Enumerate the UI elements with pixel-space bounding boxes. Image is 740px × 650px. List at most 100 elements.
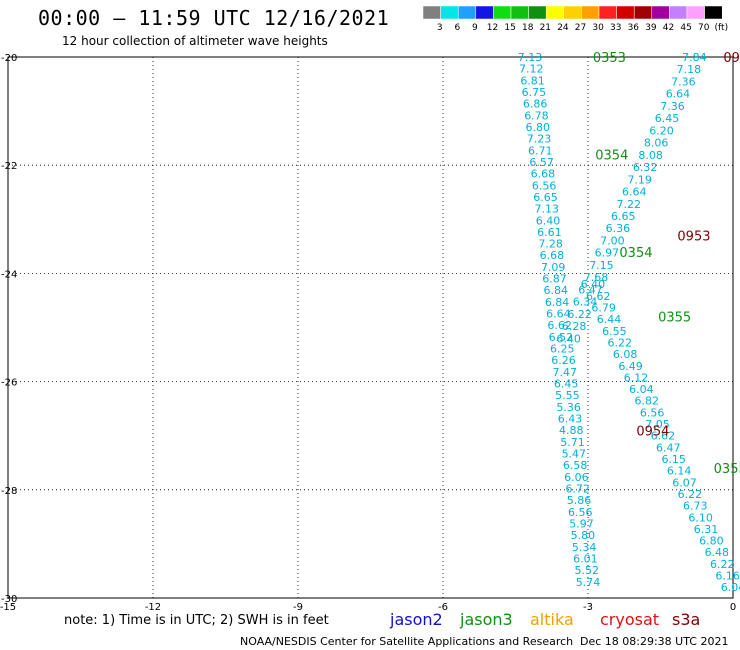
y-tick-label: -22: [1, 161, 17, 172]
swh-value: 6.12: [624, 371, 649, 384]
swh-value: 6.62: [547, 319, 572, 332]
swh-value: 5.80: [571, 529, 596, 542]
swh-value: 6.68: [531, 168, 556, 181]
swh-value: 5.47: [562, 447, 587, 460]
page-title: 00:00 – 11:59 UTC 12/16/2021: [38, 6, 390, 30]
swh-value: 7.19: [627, 173, 652, 186]
swh-value: 6.79: [591, 302, 616, 315]
pass-time-label: 0354: [595, 148, 628, 163]
swh-value: 6.34: [573, 296, 598, 309]
scale-label: 21: [540, 23, 551, 33]
legend-altika: altika: [530, 610, 574, 629]
swh-value: 6.08: [613, 348, 638, 361]
swh-value: 6.49: [618, 360, 643, 373]
color-scale-legend: 3 6 9 12 15 18 21 24 27 30 33 36 39 42 45 70 (ft): [422, 5, 729, 33]
swh-value: 6.87: [542, 273, 567, 286]
swh-value: 6.48: [705, 546, 730, 559]
swh-value: 6.71: [528, 144, 553, 157]
swh-value: 6.22: [710, 558, 735, 571]
scale-label: 9: [472, 23, 478, 33]
swh-value: 7.13: [518, 51, 543, 64]
pass-time-label: 0953: [677, 230, 710, 245]
x-tick-label: -3: [583, 602, 593, 613]
pass-time-label: 0953: [723, 51, 740, 66]
legend-s3a: s3a: [672, 610, 701, 629]
swh-value: 6.04: [629, 383, 654, 396]
x-tick-label: -6: [438, 602, 448, 613]
swh-value: 6.73: [683, 500, 708, 513]
scale-label: 39: [645, 23, 657, 33]
swh-value: 6.22: [608, 336, 633, 349]
swh-value: 6.52: [549, 331, 574, 344]
swh-value: 6.43: [558, 413, 583, 426]
swh-value: 6.80: [699, 535, 724, 548]
swh-value: 6.55: [602, 325, 627, 338]
swh-value: 6.64: [666, 88, 691, 101]
swh-value: 7.18: [677, 63, 702, 76]
swh-value: 6.32: [633, 161, 658, 174]
swh-value: 6.84: [545, 296, 570, 309]
legend-jason3: jason3: [460, 610, 513, 629]
plot-frame: [7, 56, 734, 599]
swh-value: 7.09: [541, 261, 566, 274]
swh-value: 6.47: [578, 283, 603, 296]
pass-time-label: 0954: [636, 424, 669, 439]
swh-value: 6.25: [550, 343, 575, 356]
swh-value: 6.56: [640, 406, 665, 419]
swh-value: 8.06: [644, 137, 669, 150]
swh-value: 6.22: [678, 488, 703, 501]
footer-note: note: 1) Time is in UTC; 2) SWH is in fe…: [64, 613, 329, 628]
scale-label: 3: [437, 23, 443, 33]
swh-value: 7.05: [645, 418, 670, 431]
swh-value: 6.40: [536, 214, 561, 227]
swh-value: 7.12: [519, 63, 544, 76]
swh-value: 6.64: [622, 186, 647, 199]
swh-value: 6.58: [563, 459, 588, 472]
swh-value: 6.84: [544, 284, 569, 297]
swh-value: 6.64: [546, 308, 571, 321]
legend-cryosat: cryosat: [600, 610, 660, 629]
swh-value: 6.01: [573, 552, 598, 565]
swh-value: 6.28: [562, 320, 587, 333]
y-tick-label: -20: [1, 53, 17, 64]
swh-value: 6.40: [581, 278, 606, 291]
pass-time-label: 0355: [714, 462, 740, 477]
swh-value: 6.68: [540, 249, 565, 262]
swh-value: 5.52: [574, 564, 599, 577]
page-subtitle: 12 hour collection of altimeter wave hei…: [62, 34, 328, 48]
scale-label: 27: [575, 23, 586, 33]
swh-value: 7.68: [584, 271, 609, 284]
x-tick-label: -12: [145, 602, 161, 613]
swh-value: 5.36: [556, 401, 581, 414]
scale-label: 18: [522, 23, 534, 33]
swh-value: 6.62: [586, 290, 611, 303]
scale-label: 6: [454, 23, 460, 33]
scale-swatch: [704, 5, 723, 20]
swh-value: 6.62: [651, 430, 676, 443]
swh-value: 7.13: [535, 203, 560, 216]
swh-value: 6.31: [694, 523, 719, 536]
swh-value: 6.56: [568, 506, 593, 519]
swh-value: 6.65: [611, 210, 636, 223]
swh-value: 6.04: [721, 581, 740, 594]
swh-value: 6.20: [649, 124, 674, 137]
swh-value: 6.44: [597, 313, 622, 326]
pass-time-label: 0355: [658, 311, 691, 326]
x-tick-label: -9: [293, 602, 303, 613]
swh-value: 5.86: [567, 494, 592, 507]
footer-credit: NOAA/NESDIS Center for Satellite Applica…: [240, 635, 574, 648]
swh-value: 6.82: [634, 395, 659, 408]
swh-value: 5.71: [560, 436, 585, 449]
swh-value: 7.36: [660, 100, 685, 113]
plot-area: 7.137.126.816.756.866.786.807.236.716.57…: [518, 51, 740, 594]
swh-value: 6.75: [522, 86, 547, 99]
swh-value: 4.88: [559, 424, 584, 437]
footer-timestamp: Dec 18 08:29:38 UTC 2021: [580, 635, 729, 648]
scale-label: 45: [680, 23, 691, 33]
scale-label: 70: [698, 23, 710, 33]
swh-value: 6.16: [715, 570, 740, 583]
swh-value: 6.78: [524, 109, 549, 122]
scale-label: (ft): [715, 23, 729, 33]
x-tick-label: -15: [0, 602, 16, 613]
